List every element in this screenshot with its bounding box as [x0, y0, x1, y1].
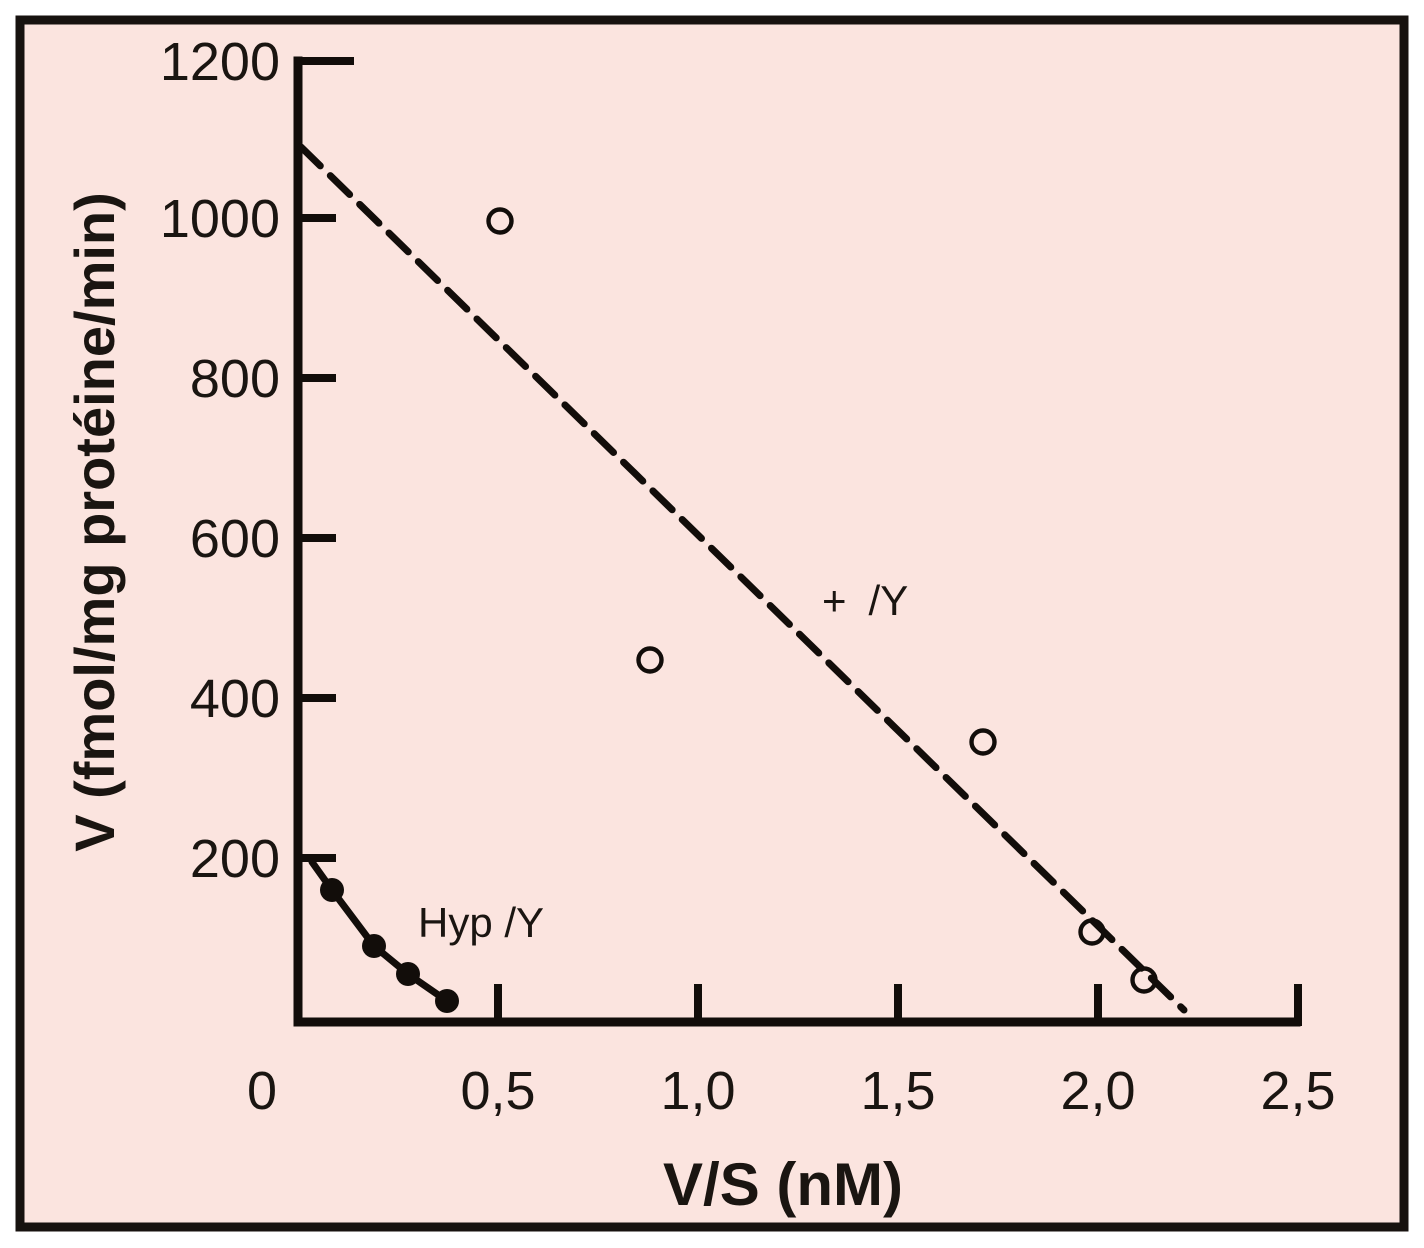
svg-text:600: 600 [190, 509, 280, 569]
svg-text:1,0: 1,0 [660, 1061, 735, 1121]
svg-text:0: 0 [247, 1061, 277, 1121]
svg-text:2,0: 2,0 [1060, 1061, 1135, 1121]
svg-text:400: 400 [190, 669, 280, 729]
svg-text:0,5: 0,5 [460, 1061, 535, 1121]
svg-text:1000: 1000 [160, 189, 280, 249]
svg-text:Hyp /Y: Hyp /Y [418, 899, 544, 946]
svg-text:V/S (nM): V/S (nM) [663, 1151, 903, 1218]
svg-text:200: 200 [190, 829, 280, 889]
svg-text:1,5: 1,5 [860, 1061, 935, 1121]
svg-text:1200: 1200 [160, 32, 280, 92]
svg-text:2,5: 2,5 [1260, 1061, 1335, 1121]
svg-text:V (fmol/mg protéine/min): V (fmol/mg protéine/min) [63, 192, 126, 852]
svg-text:800: 800 [190, 349, 280, 409]
